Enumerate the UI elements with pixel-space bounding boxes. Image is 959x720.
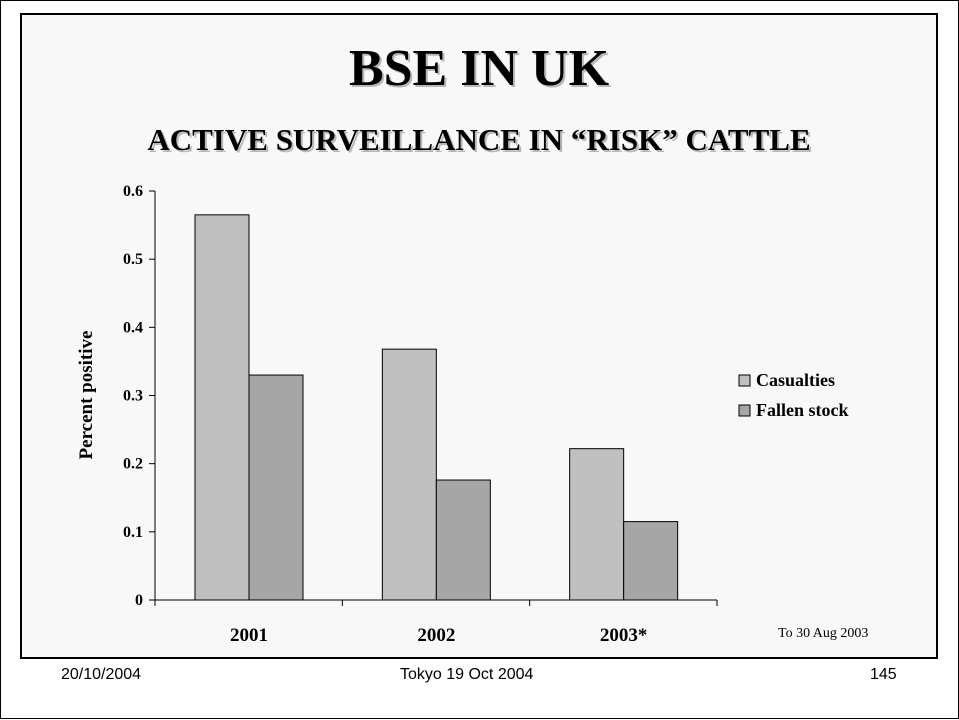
x-category-label: 2001	[230, 625, 268, 646]
bar-fallen-stock-1	[435, 479, 491, 601]
y-tick-label: 0.5	[123, 251, 143, 268]
bar-casualties-1	[381, 348, 437, 601]
legend-label: Casualties	[756, 370, 835, 390]
bar-casualties-0	[194, 214, 250, 601]
legend-swatch	[738, 374, 751, 387]
slide-title: BSE IN UK	[348, 40, 610, 97]
footer-date: 20/10/2004	[61, 666, 142, 683]
x-category-label: 2002	[417, 625, 455, 646]
bar-casualties-2	[569, 448, 625, 601]
footer-page-number: 145	[870, 666, 897, 683]
date-note: To 30 Aug 2003	[778, 626, 868, 641]
y-tick-label: 0.1	[123, 524, 143, 541]
y-tick-label: 0.2	[123, 456, 143, 473]
y-tick-label: 0.4	[123, 319, 143, 336]
y-ticks-group: 0 0.1 0.2 0.3 0.4 0.5 0.6	[123, 183, 155, 609]
footer-event: Tokyo 19 Oct 2004	[400, 666, 534, 683]
slide-subtitle: ACTIVE SURVEILLANCE IN “RISK” CATTLE	[147, 122, 811, 157]
x-category-label: 2003*	[600, 625, 648, 646]
y-tick-label: 0.6	[123, 183, 143, 200]
legend: Casualties Fallen stock	[738, 370, 849, 420]
y-tick-label: 0.3	[123, 388, 143, 405]
bar-fallen-stock-0	[248, 374, 304, 601]
x-ticks-group: 2001 2002 2003*	[154, 600, 718, 646]
legend-label: Fallen stock	[756, 400, 849, 420]
y-tick-label: 0	[135, 592, 143, 609]
y-axis-label: Percent positive	[76, 331, 97, 460]
bar-fallen-stock-2	[623, 521, 679, 601]
legend-swatch	[738, 404, 751, 417]
bars-group	[194, 214, 679, 601]
